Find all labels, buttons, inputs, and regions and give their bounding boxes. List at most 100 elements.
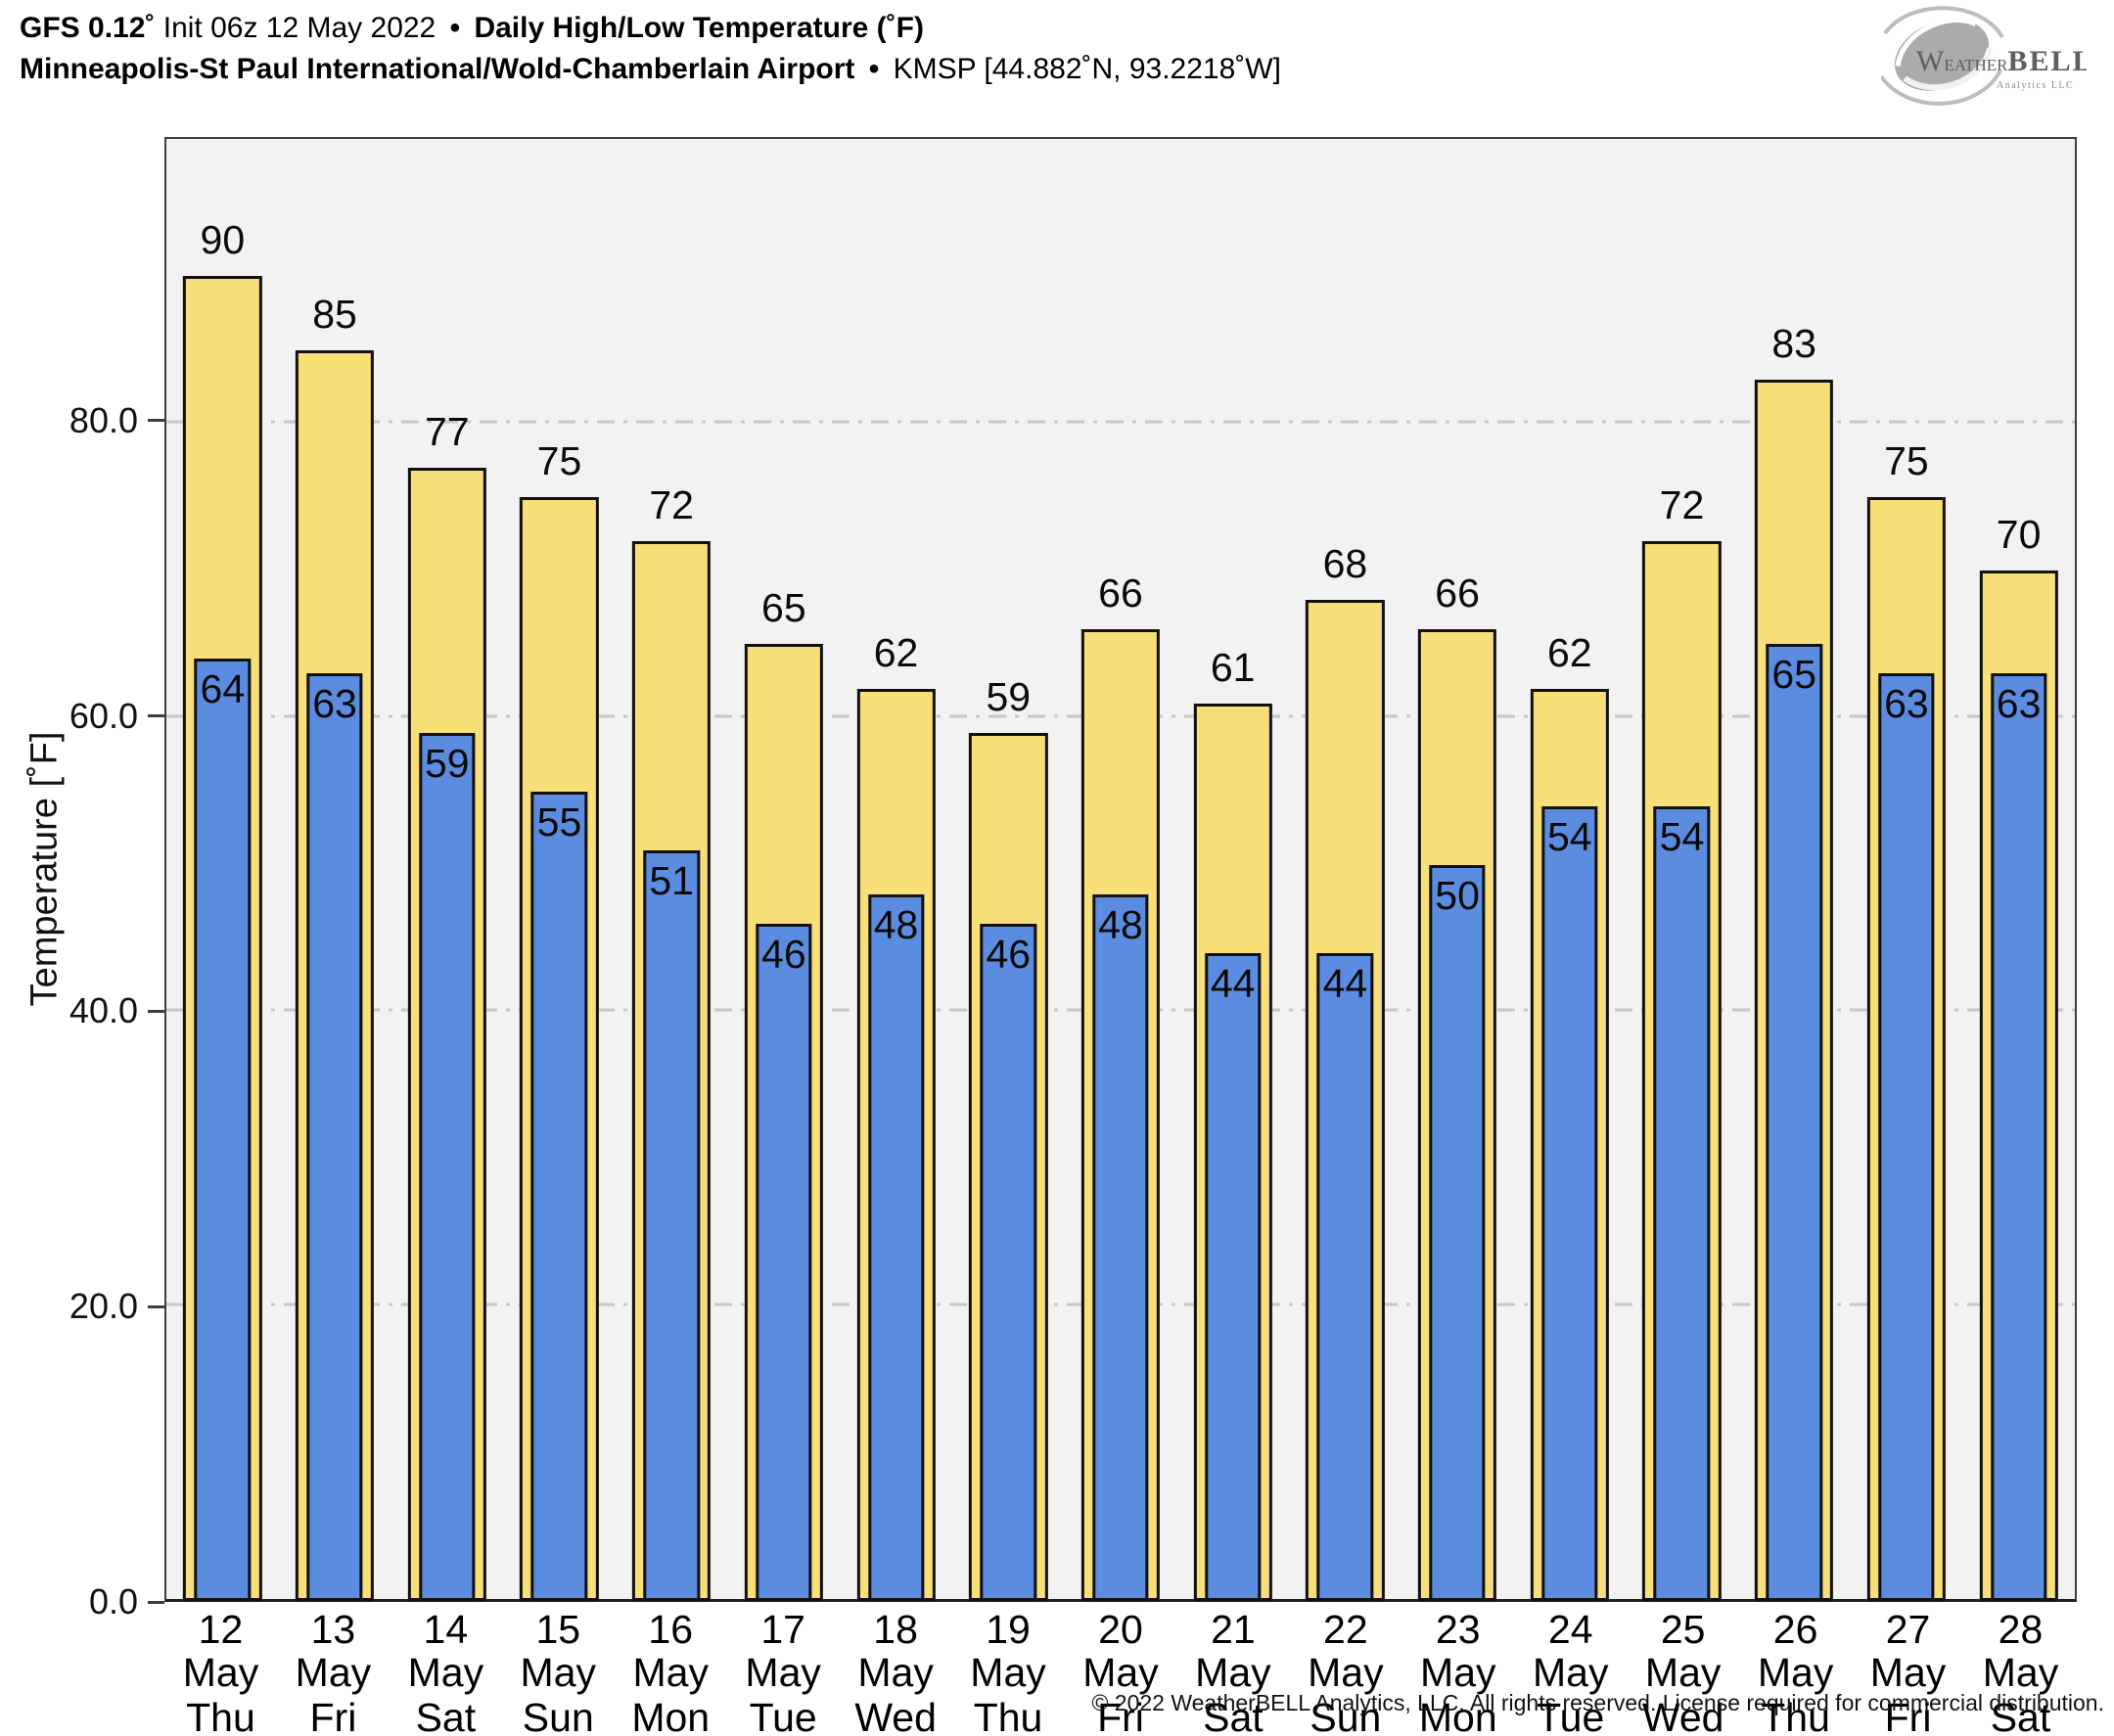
y-tick-label: 0.0 <box>88 1581 138 1622</box>
date-label: 18 May <box>857 1607 934 1695</box>
date-label: 20 May <box>1082 1607 1159 1695</box>
day-column: 62 54 <box>1513 139 1626 1601</box>
y-tick-label: 60.0 <box>69 695 138 736</box>
y-tick-label: 80.0 <box>69 399 138 440</box>
weekday-label: Fri <box>309 1695 357 1736</box>
x-axis-label: 26 May Thu <box>1739 1608 1852 1736</box>
high-temp-value: 90 <box>200 217 246 263</box>
y-tick-mark <box>148 419 164 423</box>
x-axis-label: 22 May Sun <box>1289 1608 1402 1736</box>
weekday-label: Sun <box>1310 1695 1382 1736</box>
x-axis-label: 13 May Fri <box>277 1608 390 1736</box>
low-temp-value: 50 <box>1435 872 1480 918</box>
bullet-separator: • <box>449 12 461 44</box>
init-time: Init 06z 12 May 2022 <box>162 12 437 44</box>
low-temp-value: 48 <box>1098 902 1143 948</box>
weekday-label: Fri <box>1884 1695 1932 1736</box>
date-label: 14 May <box>407 1607 484 1695</box>
low-temp-value: 48 <box>873 902 919 948</box>
low-temp-bar <box>1092 894 1149 1601</box>
high-temp-value: 62 <box>873 629 919 675</box>
date-label: 15 May <box>520 1607 597 1695</box>
metric-name: Daily High/Low Temperature (˚F) <box>474 12 924 44</box>
day-column: 62 48 <box>840 139 952 1601</box>
y-tick-label: 40.0 <box>69 990 138 1031</box>
high-temp-value: 59 <box>986 673 1032 719</box>
high-temp-value: 72 <box>649 482 694 528</box>
low-temp-value: 46 <box>986 932 1032 978</box>
low-temp-bar <box>419 732 476 1601</box>
weekday-label: Tue <box>749 1695 817 1736</box>
y-axis-tick: 60.0 <box>69 696 164 737</box>
high-temp-value: 68 <box>1322 541 1368 587</box>
y-tick-label: 20.0 <box>69 1286 138 1327</box>
low-temp-bar <box>643 849 700 1601</box>
weekday-label: Sat <box>415 1695 477 1736</box>
low-temp-value: 51 <box>649 857 694 903</box>
high-temp-value: 75 <box>1884 437 1929 483</box>
low-temp-bar <box>1653 805 1711 1601</box>
low-temp-value: 64 <box>200 666 246 712</box>
low-temp-bar <box>1766 644 1822 1601</box>
day-column: 75 63 <box>1851 139 1963 1601</box>
day-column: 68 44 <box>1289 139 1402 1601</box>
chart-header: GFS 0.12˚ Init 06z 12 May 2022 • Daily H… <box>20 8 1281 90</box>
weekday-label: Sat <box>1990 1695 2051 1736</box>
low-temp-value: 54 <box>1659 813 1705 859</box>
date-label: 12 May <box>182 1607 259 1695</box>
date-label: 23 May <box>1420 1607 1496 1695</box>
low-temp-bar <box>1541 805 1598 1601</box>
low-temp-value: 63 <box>312 681 357 727</box>
x-axis-label: 23 May Mon <box>1402 1608 1514 1736</box>
high-temp-value: 61 <box>1210 644 1256 690</box>
x-axis-label: 17 May Tue <box>727 1608 840 1736</box>
x-axis-label: 25 May Wed <box>1627 1608 1739 1736</box>
high-temp-value: 62 <box>1546 629 1592 675</box>
day-column: 59 46 <box>952 139 1065 1601</box>
day-column: 75 55 <box>503 139 616 1601</box>
day-column: 83 65 <box>1738 139 1851 1601</box>
y-tick-mark <box>148 714 164 718</box>
x-axis-label: 14 May Sat <box>390 1608 502 1736</box>
y-axis-tick: 40.0 <box>69 990 164 1031</box>
x-axis-label: 12 May Thu <box>164 1608 277 1736</box>
low-temp-value: 55 <box>536 799 582 845</box>
date-label: 25 May <box>1644 1607 1722 1695</box>
date-label: 21 May <box>1195 1607 1271 1695</box>
high-temp-value: 77 <box>424 408 470 454</box>
date-label: 22 May <box>1308 1607 1384 1695</box>
x-axis-label: 16 May Mon <box>615 1608 727 1736</box>
weekday-label: Tue <box>1537 1695 1605 1736</box>
date-label: 16 May <box>632 1607 709 1695</box>
plot-area: 90 64 85 63 77 59 75 55 72 5 <box>164 137 2077 1602</box>
weekday-label: Thu <box>973 1695 1043 1736</box>
high-temp-value: 83 <box>1771 320 1816 366</box>
low-temp-value: 44 <box>1210 961 1256 1007</box>
high-temp-value: 65 <box>761 585 806 631</box>
high-temp-value: 85 <box>312 291 357 337</box>
chart-title-line1: GFS 0.12˚ Init 06z 12 May 2022 • Daily H… <box>20 8 1281 49</box>
weekday-label: Wed <box>1641 1695 1724 1736</box>
logo-wordmark: WEATHERBELL <box>1916 45 2087 77</box>
low-temp-bar <box>306 673 363 1601</box>
date-label: 19 May <box>970 1607 1046 1695</box>
low-temp-bar <box>1316 953 1374 1601</box>
day-column: 66 50 <box>1402 139 1514 1601</box>
day-column: 61 44 <box>1176 139 1289 1601</box>
low-temp-bar <box>980 924 1036 1601</box>
copyright-notice: © 2022 WeatherBELL Analytics, LLC. All r… <box>1091 1690 2104 1715</box>
weekday-label: Mon <box>631 1695 711 1736</box>
low-temp-value: 46 <box>761 932 806 978</box>
low-temp-bar <box>867 894 925 1601</box>
day-column: 72 54 <box>1626 139 1738 1601</box>
station-name: Minneapolis-St Paul International/Wold-C… <box>20 53 855 85</box>
gridline <box>166 420 2075 424</box>
high-temp-value: 66 <box>1435 571 1480 617</box>
x-axis-label: 18 May Wed <box>840 1608 952 1736</box>
date-label: 26 May <box>1757 1607 1834 1695</box>
y-axis-tick: 80.0 <box>69 400 164 441</box>
day-column: 65 46 <box>728 139 841 1601</box>
weekday-label: Thu <box>1761 1695 1830 1736</box>
date-label: 24 May <box>1532 1607 1609 1695</box>
